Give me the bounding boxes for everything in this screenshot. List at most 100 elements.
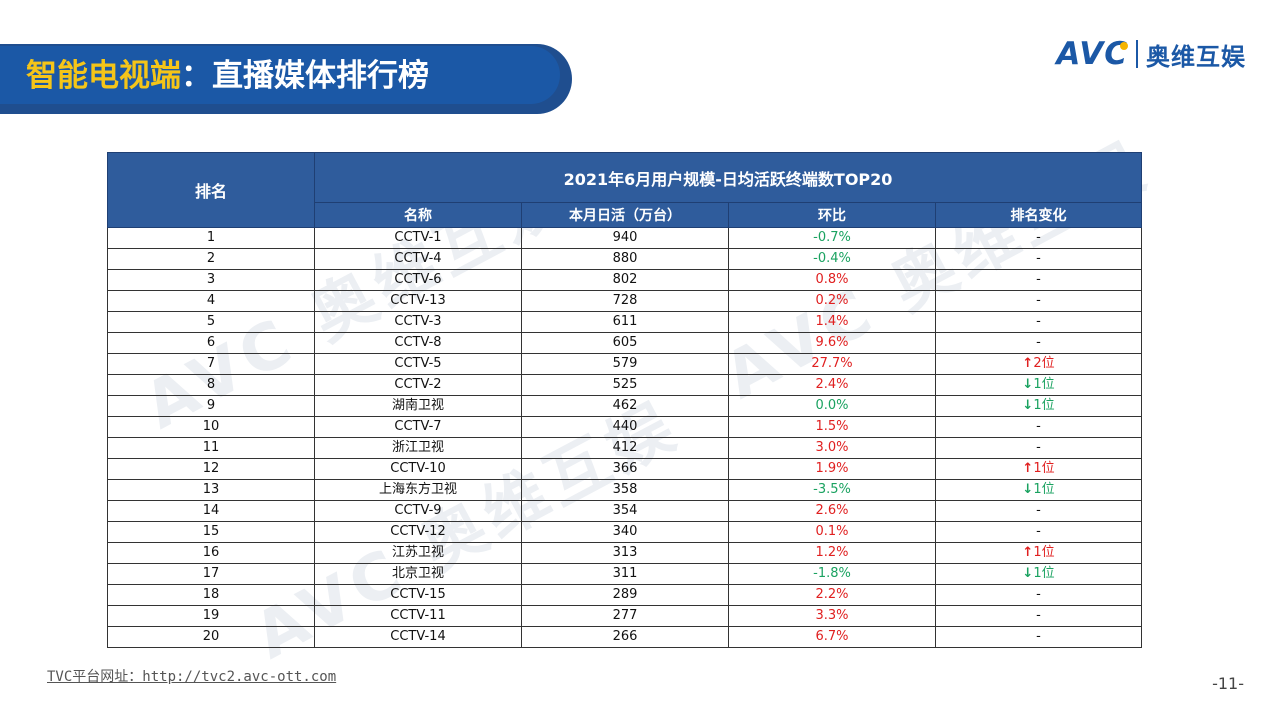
cell-month-over-month: 27.7% xyxy=(728,353,936,375)
header-rank: 排名 xyxy=(107,152,315,228)
arrow-down-icon: ↓ xyxy=(1022,377,1034,392)
cell-rank: 17 xyxy=(107,563,315,585)
logo-dot-icon xyxy=(1120,42,1128,50)
cell-rank-change: - xyxy=(934,500,1143,522)
cell-channel-name: CCTV-2 xyxy=(314,374,522,396)
cell-month-over-month: 2.4% xyxy=(728,374,936,396)
cell-month-over-month: 0.8% xyxy=(728,269,936,291)
cell-month-over-month: 0.2% xyxy=(728,290,936,312)
cell-channel-name: CCTV-15 xyxy=(314,584,522,606)
header-mom: 环比 xyxy=(728,202,936,228)
table-row: 15 CCTV-12 340 0.1% - xyxy=(107,521,1143,543)
cell-channel-name: CCTV-4 xyxy=(314,248,522,270)
cell-daily-active: 358 xyxy=(521,479,729,501)
table-row: 16 江苏卫视 313 1.2% ↑1位 xyxy=(107,542,1143,564)
table-row: 18 CCTV-15 289 2.2% - xyxy=(107,584,1143,606)
cell-month-over-month: 0.1% xyxy=(728,521,936,543)
cell-channel-name: CCTV-12 xyxy=(314,521,522,543)
rank-change-text: 1位 xyxy=(1033,566,1055,581)
cell-rank-change: ↑1位 xyxy=(934,458,1143,480)
rank-change-text: 1位 xyxy=(1033,482,1055,497)
table-row: 4 CCTV-13 728 0.2% - xyxy=(107,290,1143,312)
cell-channel-name: CCTV-14 xyxy=(314,626,522,648)
cell-daily-active: 412 xyxy=(521,437,729,459)
cell-channel-name: CCTV-5 xyxy=(314,353,522,375)
cell-daily-active: 728 xyxy=(521,290,729,312)
cell-month-over-month: 3.3% xyxy=(728,605,936,627)
cell-rank: 4 xyxy=(107,290,315,312)
cell-month-over-month: 1.9% xyxy=(728,458,936,480)
title-banner-inner xyxy=(0,46,560,104)
cell-daily-active: 605 xyxy=(521,332,729,354)
table-row: 13 上海东方卫视 358 -3.5% ↓1位 xyxy=(107,479,1143,501)
cell-month-over-month: -1.8% xyxy=(728,563,936,585)
cell-month-over-month: 0.0% xyxy=(728,395,936,417)
cell-channel-name: CCTV-8 xyxy=(314,332,522,354)
page-title-rest: ：直播媒体排行榜 xyxy=(181,58,429,94)
logo-brand: AVC xyxy=(1056,36,1128,72)
cell-daily-active: 579 xyxy=(521,353,729,375)
cell-rank: 7 xyxy=(107,353,315,375)
table-row: 9 湖南卫视 462 0.0% ↓1位 xyxy=(107,395,1143,417)
arrow-down-icon: ↓ xyxy=(1022,482,1034,497)
rank-change-text: 1位 xyxy=(1033,398,1055,413)
cell-rank-change: ↑2位 xyxy=(934,353,1143,375)
cell-rank: 5 xyxy=(107,311,315,333)
cell-month-over-month: 1.5% xyxy=(728,416,936,438)
table-row: 8 CCTV-2 525 2.4% ↓1位 xyxy=(107,374,1143,396)
cell-rank-change: ↓1位 xyxy=(934,479,1143,501)
cell-channel-name: CCTV-10 xyxy=(314,458,522,480)
cell-rank: 13 xyxy=(107,479,315,501)
cell-rank-change: - xyxy=(934,521,1143,543)
cell-rank: 1 xyxy=(107,227,315,249)
table-row: 17 北京卫视 311 -1.8% ↓1位 xyxy=(107,563,1143,585)
cell-daily-active: 289 xyxy=(521,584,729,606)
cell-rank: 16 xyxy=(107,542,315,564)
cell-daily-active: 940 xyxy=(521,227,729,249)
table-row: 20 CCTV-14 266 6.7% - xyxy=(107,626,1143,648)
rank-change-text: 2位 xyxy=(1033,356,1055,371)
cell-daily-active: 880 xyxy=(521,248,729,270)
cell-rank-change: - xyxy=(934,584,1143,606)
arrow-up-icon: ↑ xyxy=(1022,461,1034,476)
cell-month-over-month: 1.2% xyxy=(728,542,936,564)
table-row: 6 CCTV-8 605 9.6% - xyxy=(107,332,1143,354)
cell-daily-active: 366 xyxy=(521,458,729,480)
cell-channel-name: 北京卫视 xyxy=(314,563,522,585)
table-row: 2 CCTV-4 880 -0.4% - xyxy=(107,248,1143,270)
cell-channel-name: CCTV-11 xyxy=(314,605,522,627)
cell-channel-name: 上海东方卫视 xyxy=(314,479,522,501)
cell-rank: 11 xyxy=(107,437,315,459)
cell-daily-active: 311 xyxy=(521,563,729,585)
avc-logo: AVC 奥维互娱 xyxy=(1056,36,1246,72)
cell-daily-active: 611 xyxy=(521,311,729,333)
cell-daily-active: 313 xyxy=(521,542,729,564)
cell-daily-active: 277 xyxy=(521,605,729,627)
arrow-up-icon: ↑ xyxy=(1022,356,1034,371)
cell-month-over-month: -3.5% xyxy=(728,479,936,501)
platform-url-link[interactable]: TVC平台网址：http://tvc2.avc-ott.com xyxy=(47,669,337,685)
cell-channel-name: 浙江卫视 xyxy=(314,437,522,459)
cell-channel-name: 江苏卫视 xyxy=(314,542,522,564)
header-dau: 本月日活（万台） xyxy=(521,202,729,228)
cell-rank-change: ↓1位 xyxy=(934,395,1143,417)
cell-rank: 6 xyxy=(107,332,315,354)
cell-month-over-month: 9.6% xyxy=(728,332,936,354)
arrow-down-icon: ↓ xyxy=(1022,398,1034,413)
cell-rank-change: - xyxy=(934,605,1143,627)
cell-channel-name: CCTV-3 xyxy=(314,311,522,333)
table-title: 2021年6月用户规模-日均活跃终端数TOP20 xyxy=(313,152,1143,203)
arrow-up-icon: ↑ xyxy=(1022,545,1034,560)
cell-rank-change: - xyxy=(934,332,1143,354)
cell-rank: 9 xyxy=(107,395,315,417)
cell-daily-active: 266 xyxy=(521,626,729,648)
header-rank-change: 排名变化 xyxy=(934,202,1143,228)
cell-month-over-month: 2.2% xyxy=(728,584,936,606)
cell-rank: 18 xyxy=(107,584,315,606)
cell-rank: 10 xyxy=(107,416,315,438)
table-row: 19 CCTV-11 277 3.3% - xyxy=(107,605,1143,627)
cell-daily-active: 462 xyxy=(521,395,729,417)
logo-brand-cn: 奥维互娱 xyxy=(1146,42,1246,71)
table-row: 3 CCTV-6 802 0.8% - xyxy=(107,269,1143,291)
table-row: 11 浙江卫视 412 3.0% - xyxy=(107,437,1143,459)
